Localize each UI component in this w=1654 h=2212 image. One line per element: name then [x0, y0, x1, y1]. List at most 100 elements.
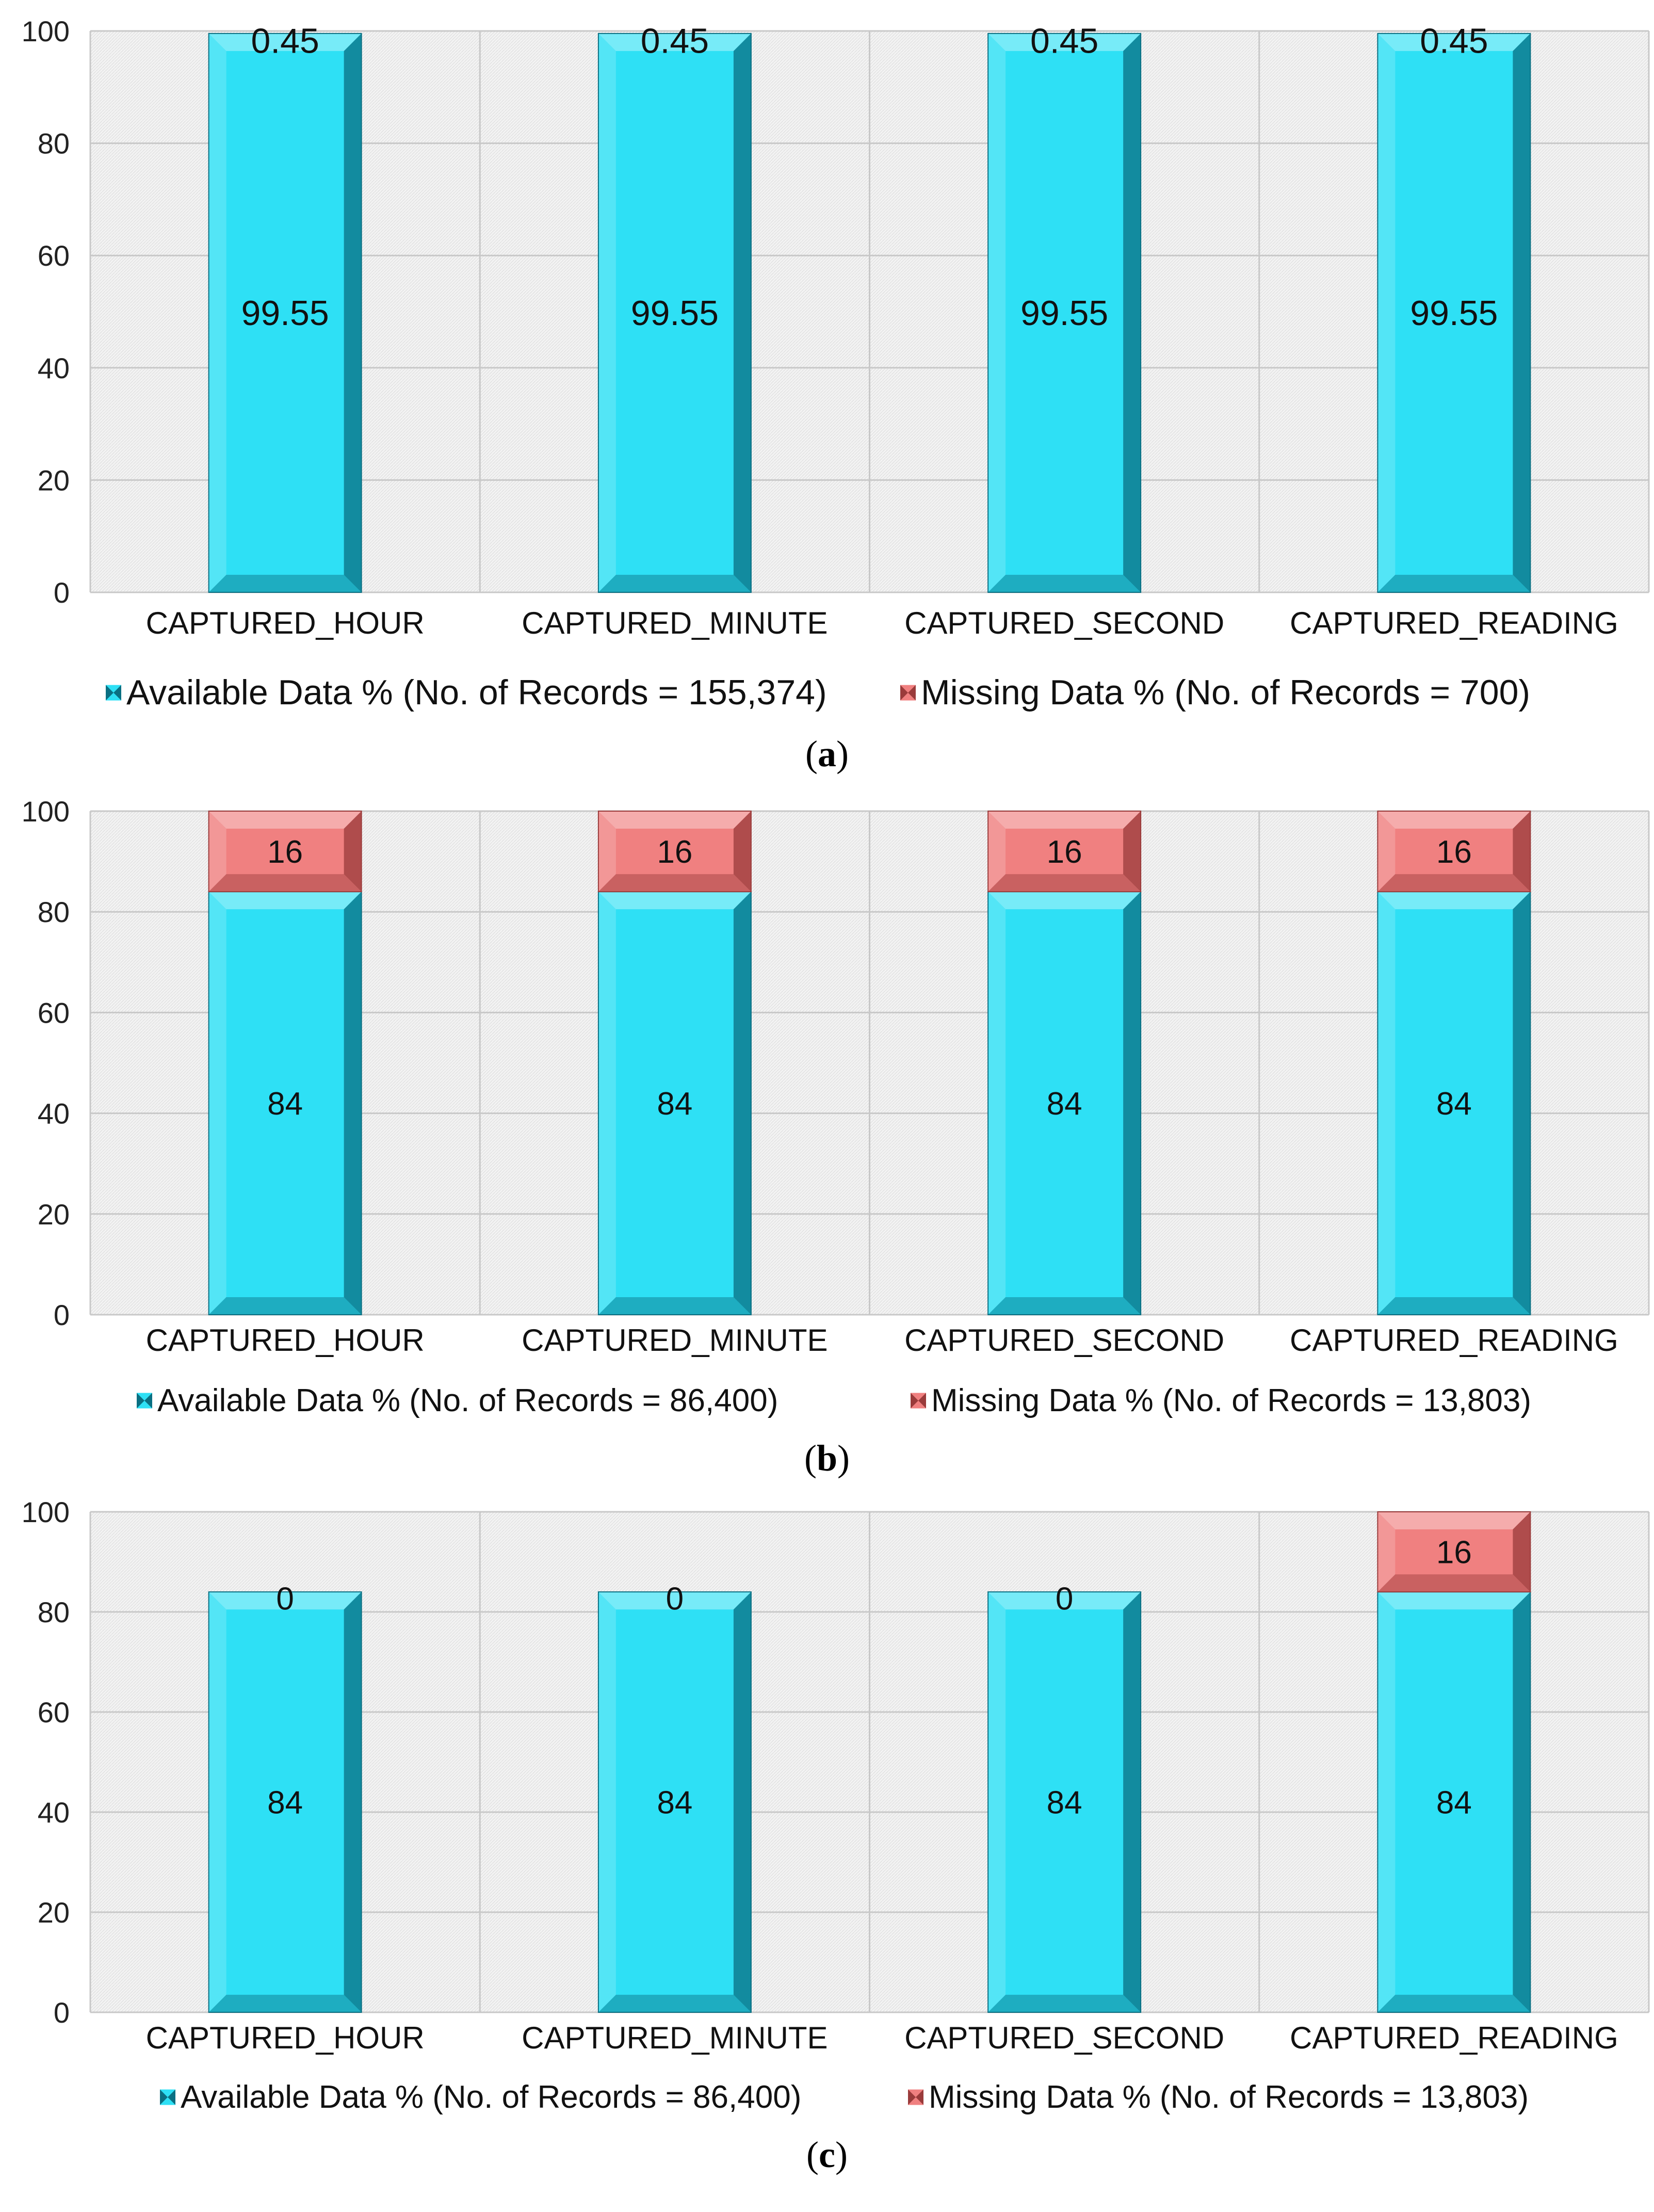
chart-panel-a: 0 20 40 60 80 100 99.55 0.45 CAPTURED_HOUR 99.55 0… — [22, 15, 1650, 774]
bar-available — [597, 1591, 752, 2013]
bar-stack-captured_hour: 84 16 — [208, 811, 362, 1316]
bar-missing — [597, 811, 752, 893]
legend-available-label: Available Data % (No. of Records = 86,40… — [157, 1383, 778, 1418]
y-tick-label: 40 — [38, 1097, 70, 1130]
legend-available-icon — [160, 2089, 175, 2105]
bar-stack-captured_reading: 84 16 — [1377, 1511, 1531, 2013]
y-tick-label: 40 — [38, 1796, 70, 1829]
data-label-available: 84 — [657, 1086, 692, 1122]
bar-missing — [1377, 811, 1531, 893]
legend-available-label: Available Data % (No. of Records = 86,40… — [181, 2079, 801, 2115]
x-category-label: CAPTURED_READING — [1290, 1323, 1618, 1358]
legend: Available Data % (No. of Records = 86,40… — [160, 2079, 1529, 2115]
data-label-missing: 16 — [1047, 834, 1082, 870]
data-label-available: 99.55 — [1410, 294, 1498, 333]
bar-stack-captured_second: 99.55 0.45 — [987, 21, 1142, 593]
bar-stack-captured_second: 84 16 — [987, 811, 1142, 1316]
x-category-label: CAPTURED_HOUR — [146, 1323, 425, 1358]
legend-missing-icon — [911, 1393, 926, 1409]
legend-available-icon — [106, 685, 121, 701]
bar-available — [987, 33, 1142, 593]
y-tick-label: 0 — [54, 1299, 70, 1331]
x-category-label: CAPTURED_HOUR — [146, 606, 425, 640]
bar-available — [208, 891, 362, 1316]
legend-missing-label: Missing Data % (No. of Records = 700) — [921, 673, 1530, 712]
x-category-label: CAPTURED_SECOND — [904, 606, 1224, 640]
y-tick-label: 0 — [54, 576, 70, 609]
bar-available — [1377, 33, 1531, 593]
x-category-label: CAPTURED_READING — [1290, 606, 1618, 640]
x-category-label: CAPTURED_SECOND — [904, 1323, 1224, 1358]
bar-stack-captured_reading: 84 16 — [1377, 811, 1531, 1316]
panel-caption: (c) — [806, 2134, 848, 2175]
data-label-available: 99.55 — [631, 294, 719, 333]
y-tick-label: 100 — [22, 15, 70, 47]
data-label-missing: 0.45 — [251, 21, 319, 60]
bar-available — [597, 33, 752, 593]
x-category-label: CAPTURED_HOUR — [146, 2021, 425, 2055]
data-label-missing: 0 — [666, 1581, 684, 1617]
x-category-label: CAPTURED_SECOND — [904, 2021, 1224, 2055]
bar-missing — [987, 811, 1142, 893]
x-category-label: CAPTURED_MINUTE — [522, 606, 828, 640]
bar-stack-captured_hour: 84 0 — [208, 1581, 362, 2013]
bar-available — [1377, 891, 1531, 1316]
data-label-available: 84 — [1047, 1785, 1082, 1820]
legend-available-icon — [137, 1393, 152, 1409]
data-label-missing: 0.45 — [641, 21, 709, 60]
y-tick-label: 60 — [38, 996, 70, 1029]
data-label-available: 84 — [1436, 1785, 1472, 1820]
bar-stack-captured_second: 84 0 — [987, 1581, 1142, 2013]
y-tick-label: 80 — [38, 127, 70, 160]
legend-missing-label: Missing Data % (No. of Records = 13,803) — [929, 2079, 1529, 2115]
bar-stack-captured_reading: 99.55 0.45 — [1377, 21, 1531, 593]
bar-stack-captured_minute: 84 16 — [597, 811, 752, 1316]
y-tick-label: 60 — [38, 1696, 70, 1729]
data-label-missing: 16 — [1436, 1535, 1472, 1570]
data-label-missing: 16 — [267, 834, 303, 870]
data-label-missing: 0 — [1056, 1581, 1073, 1617]
bar-available — [208, 1591, 362, 2013]
bar-available — [1377, 1591, 1531, 2013]
bar-stack-captured_hour: 99.55 0.45 — [208, 21, 362, 593]
legend-available-label: Available Data % (No. of Records = 155,3… — [126, 673, 827, 712]
y-tick-label: 0 — [54, 1996, 70, 2029]
bar-available — [208, 33, 362, 593]
bar-available — [597, 891, 752, 1316]
legend-missing-icon — [908, 2089, 923, 2105]
legend: Available Data % (No. of Records = 86,40… — [137, 1383, 1531, 1418]
data-label-missing: 0 — [276, 1581, 294, 1617]
y-tick-label: 20 — [38, 1896, 70, 1929]
bar-available — [987, 891, 1142, 1316]
panel-caption: (b) — [804, 1438, 850, 1479]
bar-stack-captured_minute: 84 0 — [597, 1581, 752, 2013]
data-label-missing: 0.45 — [1420, 21, 1488, 60]
data-label-available: 99.55 — [1020, 294, 1108, 333]
y-tick-label: 100 — [22, 795, 70, 828]
x-category-label: CAPTURED_MINUTE — [522, 2021, 828, 2055]
y-tick-label: 80 — [38, 896, 70, 928]
data-label-available: 84 — [267, 1086, 303, 1122]
legend-missing-icon — [900, 685, 916, 701]
bar-stack-captured_minute: 99.55 0.45 — [597, 21, 752, 593]
data-label-available: 99.55 — [241, 294, 329, 333]
x-category-label: CAPTURED_MINUTE — [522, 1323, 828, 1358]
y-tick-label: 100 — [22, 1496, 70, 1528]
x-category-label: CAPTURED_READING — [1290, 2021, 1618, 2055]
data-label-available: 84 — [1436, 1086, 1472, 1122]
y-tick-label: 40 — [38, 352, 70, 384]
legend-missing-label: Missing Data % (No. of Records = 13,803) — [931, 1383, 1531, 1418]
legend: Available Data % (No. of Records = 155,3… — [106, 673, 1530, 712]
bar-available — [987, 1591, 1142, 2013]
chart-panel-c: 0 20 40 60 80 100 84 0 CAPTURED_HOUR 84 0 CAPTURED_… — [22, 1496, 1650, 2175]
bar-missing — [1377, 1511, 1531, 1593]
data-label-missing: 0.45 — [1030, 21, 1098, 60]
data-label-available: 84 — [267, 1785, 303, 1820]
y-tick-label: 20 — [38, 464, 70, 496]
y-tick-label: 80 — [38, 1596, 70, 1628]
data-label-missing: 16 — [1436, 834, 1472, 870]
chart-panel-b: 0 20 40 60 80 100 84 16 CAPTURED_HOUR 84 16 CAPTURE… — [22, 795, 1650, 1479]
panel-caption: (a) — [805, 733, 849, 774]
bar-missing — [208, 811, 362, 893]
